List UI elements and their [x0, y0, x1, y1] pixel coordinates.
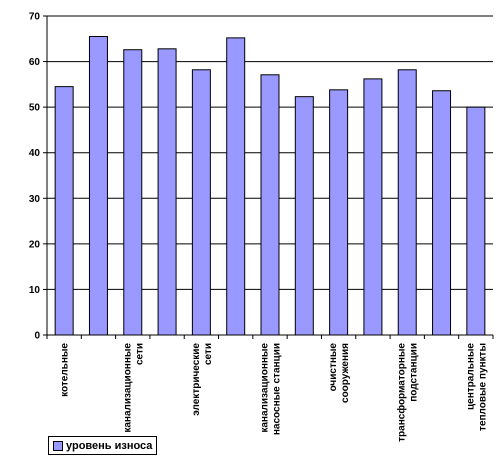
legend-swatch [53, 440, 63, 451]
x-tick-label: канализационные [122, 343, 133, 433]
legend-label: уровень износа [66, 439, 153, 452]
y-tick-label: 20 [29, 239, 41, 250]
bar [157, 48, 177, 336]
y-tick-label: 40 [29, 148, 41, 159]
x-tick-label: котельные [60, 343, 71, 397]
bar [363, 78, 383, 336]
y-tick-label: 30 [29, 194, 41, 205]
bar [54, 86, 74, 336]
bar [432, 90, 452, 336]
bar [226, 37, 246, 336]
bar [294, 96, 314, 336]
bars [54, 36, 486, 336]
y-tick-label: 60 [29, 57, 41, 68]
y-tick-label: 10 [29, 285, 41, 296]
axes [46, 16, 494, 339]
y-tick-label: 50 [29, 103, 41, 114]
bar [123, 49, 143, 336]
x-tick-label: центральные [465, 343, 476, 410]
x-tick-label: очистные [328, 343, 339, 392]
x-tick-label: сети [203, 343, 214, 365]
x-tick-label: электрические [191, 343, 202, 416]
x-tick-label: канализационные [260, 343, 271, 433]
y-tick-label: 70 [29, 12, 41, 23]
bar [88, 36, 108, 336]
bar [466, 106, 486, 336]
y-tick-label: 0 [34, 331, 40, 342]
y-axis-ticks: 0 10 20 30 40 50 60 70 [29, 12, 47, 342]
bar [260, 74, 280, 336]
x-tick-label: тепловые пункты [477, 343, 488, 431]
x-tick-label: сооружения [340, 343, 351, 403]
x-tick-label: насосные станции [272, 343, 283, 435]
x-tick-label: сети [134, 343, 145, 365]
bar [329, 89, 349, 336]
x-tick-label: трансформаторные [396, 343, 408, 442]
bar [191, 69, 211, 336]
x-tick-label: подстанции [409, 343, 420, 402]
bar [397, 69, 417, 336]
legend: уровень износа [48, 436, 158, 455]
x-axis-labels: котельные канализационные сети электрически… [60, 343, 489, 442]
